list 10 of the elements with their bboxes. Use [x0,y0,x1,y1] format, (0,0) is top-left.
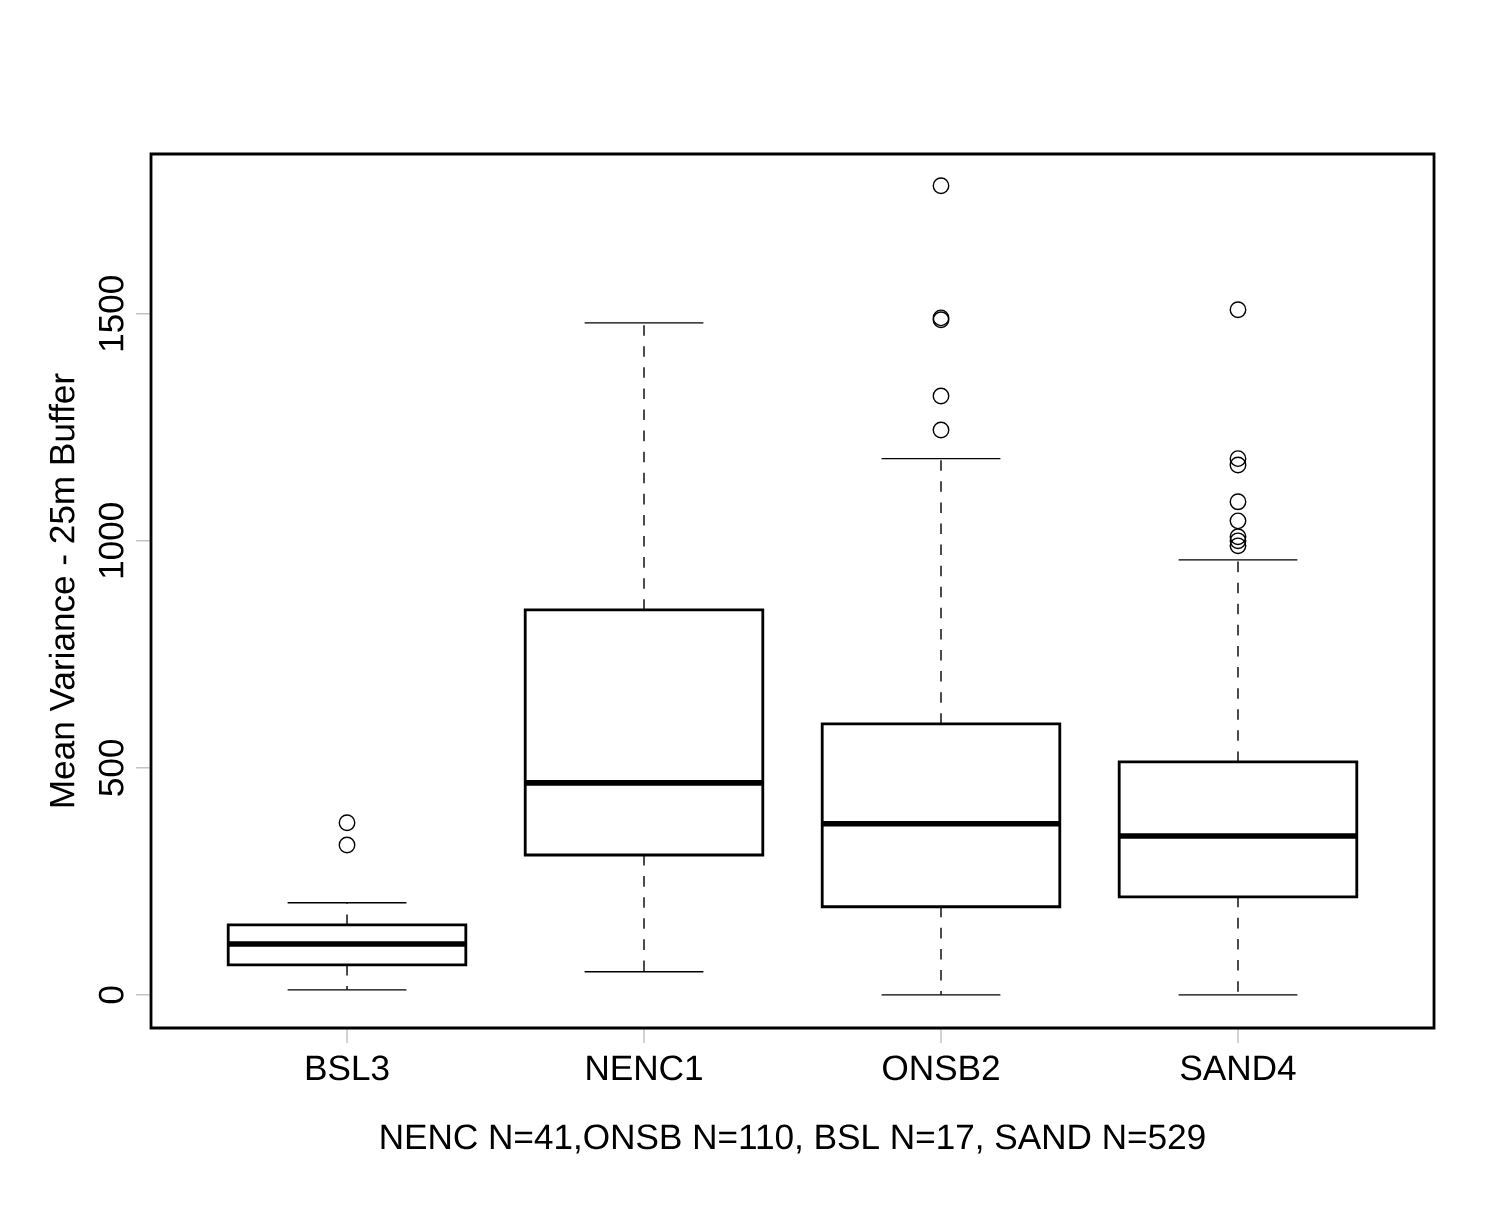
x-axis-title: NENC N=41,ONSB N=110, BSL N=17, SAND N=529 [381,1124,1205,1154]
x-tick-label: SAND4 [1180,1055,1296,1081]
x-tick-label: BSL3 [306,1055,389,1081]
x-tick-label: ONSB2 [883,1055,999,1081]
y-tick-label: 1000 [98,503,124,578]
y-tick-label: 500 [98,739,124,796]
y-axis-title: Mean Variance - 25m Buffer [48,373,75,807]
y-tick-label: 1500 [98,276,124,351]
x-tick-label: NENC1 [587,1055,702,1081]
y-tick-label: 0 [98,986,124,1004]
